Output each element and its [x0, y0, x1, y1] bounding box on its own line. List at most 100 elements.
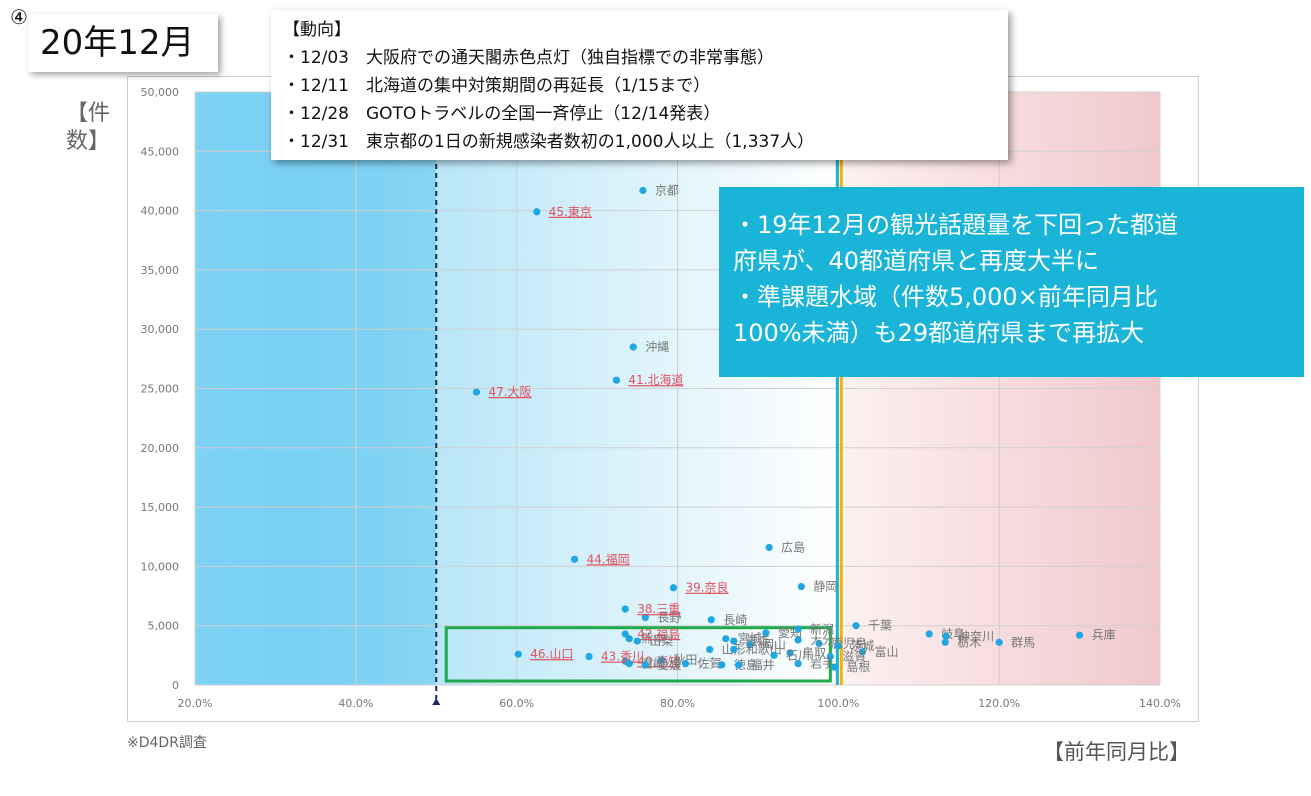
- data-point: [657, 656, 666, 664]
- data-point: [794, 625, 802, 633]
- point-label: 熊本: [641, 631, 665, 646]
- y-tick-label: 5,000: [148, 620, 180, 633]
- data-point: [621, 605, 629, 613]
- point-label: 沖縄: [645, 339, 669, 354]
- point-label: 長崎: [723, 613, 747, 627]
- x-tick-label: 120.0%: [978, 697, 1020, 710]
- threshold-arrow: [432, 698, 441, 705]
- point-label: 広島: [781, 539, 805, 554]
- note-line: ・準課題水域（件数5,000×前年同月比: [733, 283, 1158, 311]
- data-point: [730, 645, 738, 654]
- point-label: 静岡: [813, 580, 837, 594]
- data-point: [621, 630, 629, 638]
- point-label: 岡山: [762, 638, 786, 652]
- x-axis-label: 【前年同月比】: [1043, 740, 1190, 764]
- point-label: 京都: [655, 183, 679, 197]
- data-point: [641, 613, 649, 621]
- y-tick-label: 40,000: [141, 205, 180, 218]
- point-label: 新潟: [810, 621, 834, 636]
- note-line: ・19年12月の観光話題量を下回った都道: [733, 211, 1179, 239]
- point-label: 46.山口: [530, 647, 573, 661]
- y-tick-label: 15,000: [141, 501, 180, 514]
- data-point: [786, 649, 794, 657]
- data-point: [925, 630, 933, 638]
- data-point: [995, 638, 1003, 646]
- data-point: [858, 648, 867, 656]
- point-label: 兵庫: [1092, 628, 1116, 642]
- y-tick-label: 20,000: [141, 442, 180, 455]
- data-point: [669, 584, 678, 592]
- data-point: [633, 637, 641, 645]
- point-label: 千葉: [868, 619, 892, 633]
- data-point: [730, 637, 738, 645]
- trend-item: ・12/03 大阪府での通天閣赤色点灯（独自指標での非常事態）: [283, 48, 774, 68]
- source-note: ※D4DR調査: [127, 735, 207, 751]
- trend-title: 【動向】: [283, 20, 351, 40]
- point-label: 山梨: [649, 634, 673, 648]
- point-label: 群馬: [1011, 635, 1035, 649]
- data-point: [639, 186, 647, 195]
- data-point: [707, 616, 715, 624]
- slide-number: ④: [10, 5, 28, 29]
- point-label: 鳥取: [802, 645, 826, 660]
- data-point: [794, 660, 802, 668]
- data-point: [834, 642, 842, 650]
- point-label: 愛媛: [657, 658, 681, 672]
- data-point: [942, 632, 950, 640]
- data-point: [625, 635, 633, 643]
- x-tick-label: 60.0%: [499, 697, 534, 710]
- data-point: [797, 582, 805, 591]
- point-label: 栃木: [957, 635, 981, 649]
- y-tick-label: 25,000: [141, 383, 180, 396]
- point-label: 神奈川: [958, 629, 994, 643]
- x-tick-label: 80.0%: [660, 697, 695, 710]
- point-label: 42.福島: [637, 626, 680, 641]
- data-point: [722, 635, 730, 643]
- data-point: [570, 555, 579, 563]
- point-label: 石川: [786, 648, 810, 662]
- data-point: [826, 652, 834, 661]
- point-label: 滋賀: [842, 650, 866, 664]
- data-point: [718, 661, 726, 669]
- y-tick-label: 0: [172, 679, 179, 692]
- trend-item: ・12/11 北海道の集中対策期間の再延長（1/15まで）: [283, 76, 711, 96]
- x-tick-label: 140.0%: [1139, 697, 1181, 710]
- trend-item: ・12/31 東京都の1日の新規感染者数初の1,000人以上（1,337人）: [283, 132, 815, 152]
- data-point: [514, 650, 522, 658]
- scatter-chart: 20.0% 40.0% 60.0% 80.0% 100.0% 120.0% 140.0% 0 5…: [141, 86, 1181, 710]
- note-line: 府県が、40都道府県と再度大半に: [733, 247, 1100, 275]
- x-tick-label: 20.0%: [178, 697, 213, 710]
- data-point: [472, 388, 481, 396]
- point-label: 38.三重: [637, 602, 680, 616]
- trend-box: 【動向】 ・12/03 大阪府での通天閣赤色点灯（独自指標での非常事態） ・12…: [271, 10, 1008, 160]
- data-point: [641, 661, 649, 669]
- data-point: [941, 638, 949, 646]
- point-label: 島根: [846, 659, 870, 674]
- point-label: 47.大阪: [488, 385, 531, 399]
- point-label: 宮城: [738, 631, 762, 646]
- x-tick-label: 40.0%: [338, 697, 373, 710]
- data-point: [770, 651, 778, 659]
- chart-frame: 20.0% 40.0% 60.0% 80.0% 100.0% 120.0% 140.0% 0 5…: [127, 76, 1199, 722]
- y-tick-label: 50,000: [141, 86, 180, 99]
- data-point: [762, 629, 770, 637]
- y-tick-label: 35,000: [141, 264, 180, 277]
- point-label: 佐賀: [698, 657, 722, 671]
- x-tick-label: 100.0%: [817, 697, 859, 710]
- data-point: [706, 645, 714, 654]
- point-label: 岩手: [810, 656, 834, 671]
- y-tick-label: 30,000: [141, 323, 180, 336]
- point-label: 茨城: [850, 639, 874, 653]
- point-label: 大分: [810, 633, 834, 647]
- point-label: 44.福岡: [587, 551, 630, 566]
- y-tick-label: 10,000: [141, 560, 180, 573]
- point-label: 富山: [874, 644, 898, 659]
- data-point: [735, 661, 743, 669]
- point-label: 41.北海道: [628, 372, 683, 387]
- data-point: [1075, 631, 1084, 639]
- data-point: [830, 663, 838, 671]
- data-point: [629, 343, 637, 351]
- data-point: [815, 639, 823, 648]
- data-point: [794, 636, 802, 644]
- point-label: 長野: [657, 610, 681, 624]
